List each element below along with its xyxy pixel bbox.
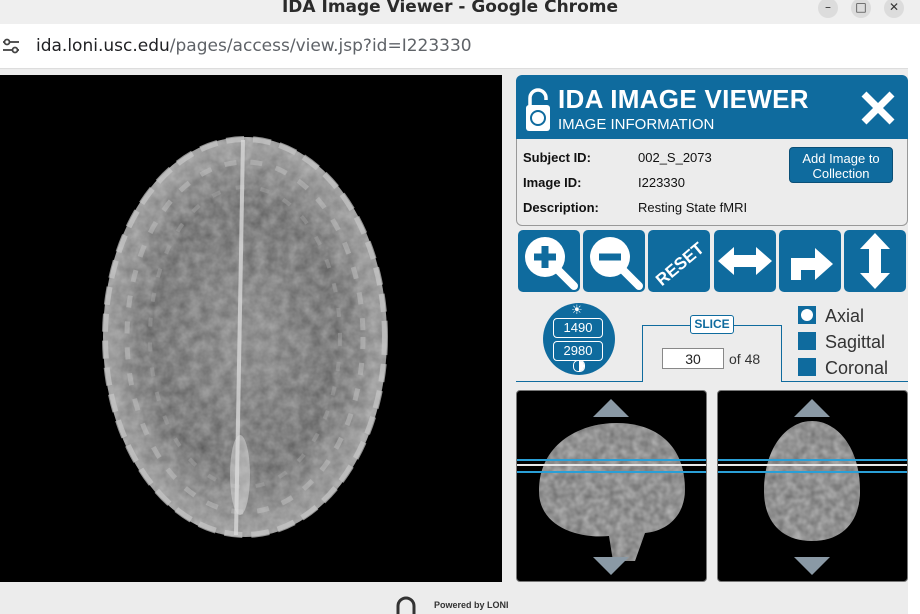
sagittal-thumbnail[interactable]	[516, 390, 707, 582]
viewer-subtitle: IMAGE INFORMATION	[558, 116, 715, 133]
slice-divider	[781, 325, 782, 382]
image-id-label: Image ID:	[523, 175, 582, 190]
lock-icon	[526, 88, 550, 131]
window-titlebar: IDA Image Viewer - Google Chrome – □ ✕	[0, 0, 920, 24]
turn-right-arrow-icon	[791, 248, 833, 280]
width-value[interactable]: 2980	[553, 341, 603, 361]
slice-tag: SLICE	[690, 315, 734, 334]
coronal-view-image	[718, 399, 907, 575]
window-title: IDA Image Viewer - Google Chrome	[281, 0, 618, 17]
site-settings-icon[interactable]	[2, 37, 20, 55]
radio-selected-dot	[801, 309, 813, 321]
main-mri-image[interactable]	[0, 75, 502, 582]
coronal-thumbnail[interactable]	[717, 390, 908, 582]
url-field[interactable]: ida.loni.usc.edu/pages/access/view.jsp?i…	[36, 36, 472, 56]
radio-coronal[interactable]	[798, 358, 816, 376]
zoom-out-icon	[590, 237, 643, 290]
subject-id-label: Subject ID:	[523, 150, 591, 165]
close-icon[interactable]	[858, 88, 898, 128]
rotate-button[interactable]	[779, 230, 841, 292]
reset-icon: RESET	[652, 238, 708, 289]
window-level-control[interactable]: ☀ 1490 2980	[543, 303, 615, 375]
vertical-arrows-icon	[860, 233, 890, 289]
axial-label[interactable]: Axial	[825, 306, 865, 326]
level-value[interactable]: 1490	[553, 318, 603, 338]
powered-by-footer: Powered by LONI	[394, 596, 524, 614]
slice-total: of 48	[729, 351, 761, 367]
radio-sagittal[interactable]	[798, 332, 816, 350]
loni-logo-icon	[396, 596, 416, 614]
slice-divider	[642, 325, 643, 382]
page-edge	[908, 68, 920, 614]
description-value: Resting State fMRI	[638, 200, 748, 215]
horizontal-arrows-icon	[718, 247, 772, 275]
flip-vertical-button[interactable]	[844, 230, 906, 292]
brightness-icon: ☀	[571, 302, 583, 317]
image-id-value: I223330	[638, 175, 685, 190]
description-label: Description:	[523, 200, 599, 215]
url-path: /pages/access/view.jsp?id=I223330	[169, 36, 472, 56]
image-info-panel: Subject ID: 002_S_2073 Image ID: I223330…	[516, 139, 908, 226]
footer-text: Powered by LONI	[434, 600, 509, 610]
maximize-button[interactable]: □	[851, 0, 871, 18]
minimize-button[interactable]: –	[818, 0, 838, 18]
slice-divider	[781, 381, 908, 382]
close-window-button[interactable]: ✕	[884, 0, 904, 18]
zoom-in-icon	[525, 237, 578, 290]
radio-axial[interactable]	[798, 306, 816, 324]
reset-label: RESET	[652, 238, 708, 289]
slice-input[interactable]: 30	[662, 348, 724, 369]
viewer-title: IDA IMAGE VIEWER	[558, 84, 809, 114]
flip-horizontal-button[interactable]	[714, 230, 776, 292]
viewer-header: IDA IMAGE VIEWER IMAGE INFORMATION	[516, 75, 908, 139]
sagittal-label[interactable]: Sagittal	[825, 332, 886, 352]
subject-id-value: 002_S_2073	[638, 150, 712, 165]
add-to-collection-button[interactable]: Add Image to Collection	[789, 147, 893, 183]
address-bar: ida.loni.usc.edu/pages/access/view.jsp?i…	[0, 24, 920, 69]
zoom-out-button[interactable]	[583, 230, 645, 292]
reset-button[interactable]: RESET	[648, 230, 710, 292]
zoom-in-button[interactable]	[518, 230, 580, 292]
sagittal-view-image	[517, 399, 706, 575]
url-domain: ida.loni.usc.edu	[36, 36, 170, 56]
coronal-label[interactable]: Coronal	[825, 358, 889, 378]
brain-axial-image	[102, 136, 388, 538]
slice-divider	[516, 381, 643, 382]
contrast-icon	[573, 360, 585, 372]
